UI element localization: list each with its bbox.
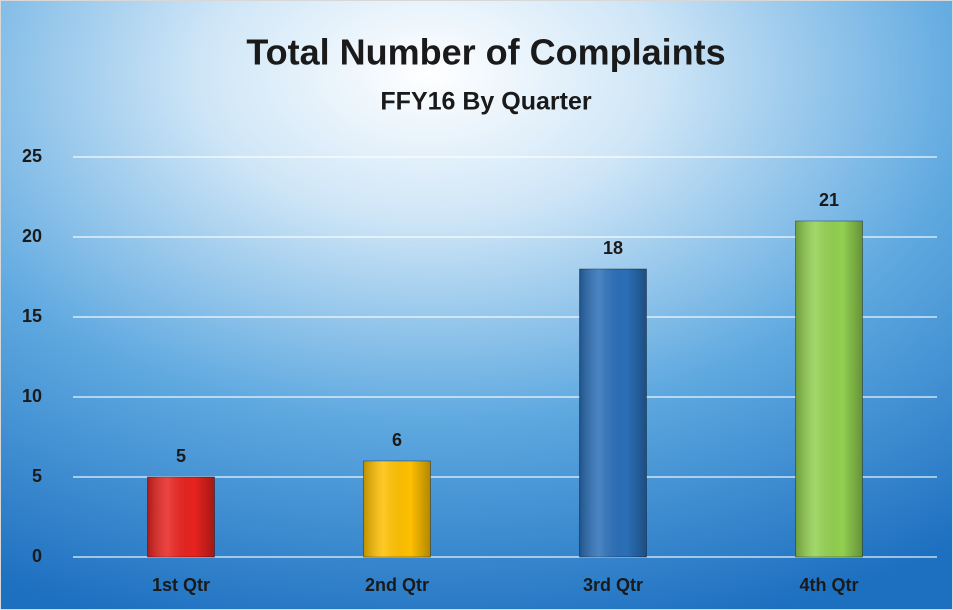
y-tick-label: 0: [32, 546, 42, 566]
data-label: 18: [603, 238, 623, 258]
bar: [795, 220, 863, 558]
x-tick-label: 4th Qtr: [799, 575, 858, 595]
bar: [147, 476, 215, 558]
data-label: 21: [819, 190, 839, 210]
chart-subtitle: FFY16 By Quarter: [380, 88, 591, 116]
bar: [363, 460, 431, 558]
x-tick-label: 3rd Qtr: [583, 575, 643, 595]
data-label: 6: [392, 430, 402, 450]
y-tick-label: 25: [22, 146, 42, 166]
y-tick-label: 15: [22, 306, 42, 326]
y-tick-label: 20: [22, 226, 42, 246]
y-tick-label: 10: [22, 386, 42, 406]
data-label: 5: [176, 446, 186, 466]
x-tick-label: 1st Qtr: [152, 575, 210, 595]
chart-title: Total Number of Complaints: [246, 32, 725, 73]
x-tick-label: 2nd Qtr: [365, 575, 429, 595]
y-tick-label: 5: [32, 466, 42, 486]
bar: [579, 268, 647, 558]
